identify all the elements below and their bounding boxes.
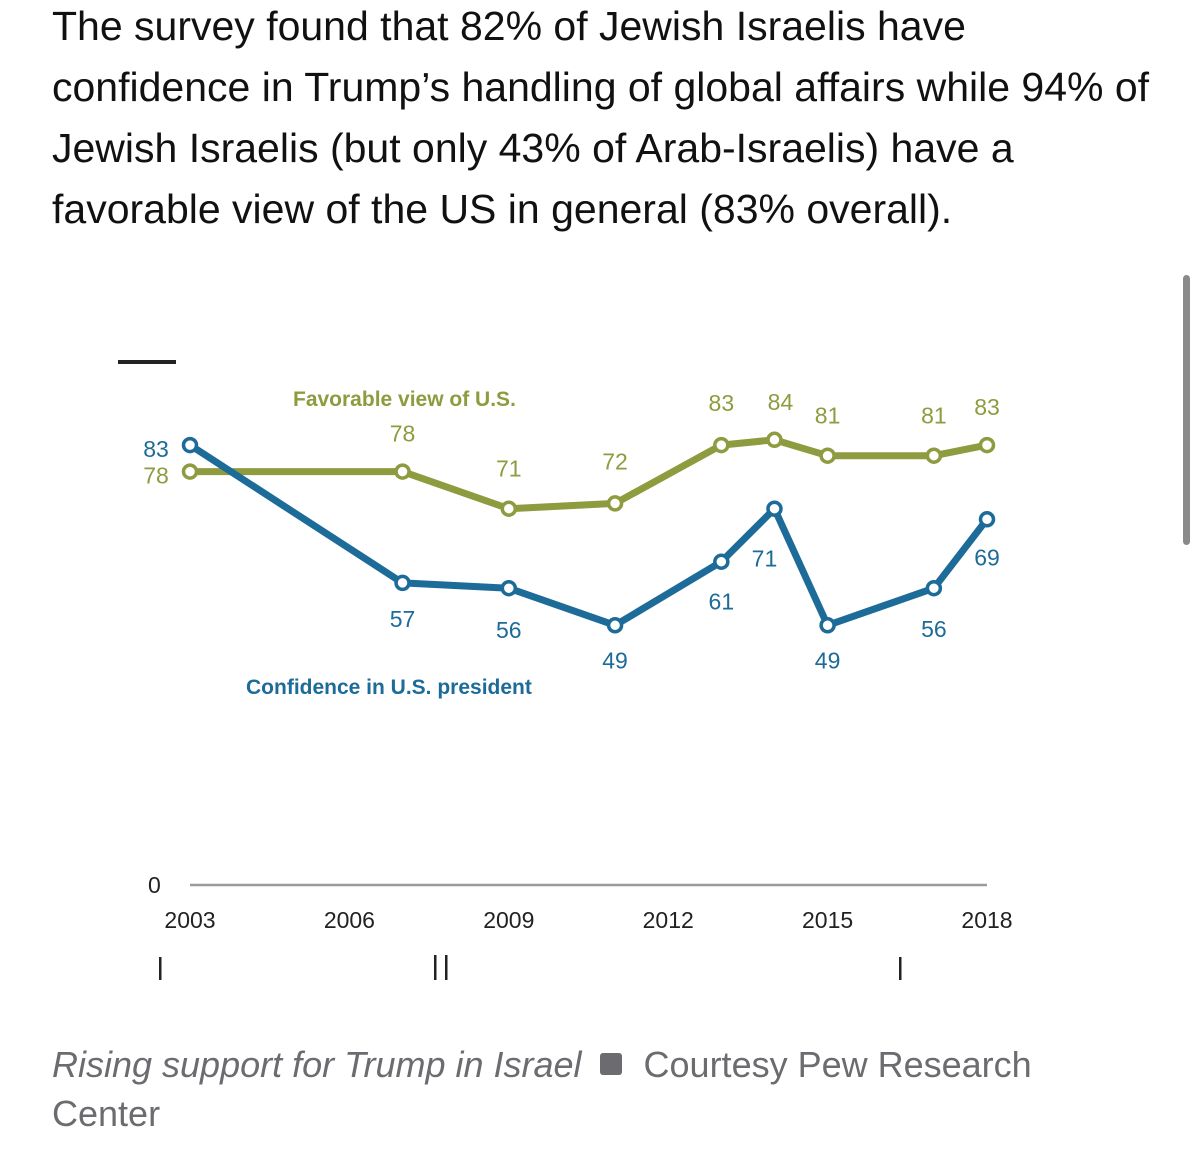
x-tick-label: 2006 xyxy=(324,907,375,933)
scrollbar[interactable] xyxy=(1183,275,1190,545)
data-label: 56 xyxy=(496,617,522,643)
data-point xyxy=(181,463,199,480)
data-label: 78 xyxy=(143,463,169,489)
data-point xyxy=(819,617,836,634)
data-point xyxy=(500,500,518,517)
x-tick-label: 2009 xyxy=(483,907,534,933)
data-point xyxy=(606,495,624,512)
caption-title: Rising support for Trump in Israel xyxy=(52,1044,582,1085)
legend-favorable: Favorable view of U.S. xyxy=(293,388,516,411)
caption-credit: Courtesy Pew Research Center xyxy=(52,1044,1032,1134)
x-tick-label: 2015 xyxy=(802,907,853,933)
data-point xyxy=(713,436,730,454)
data-label: 56 xyxy=(921,616,947,642)
cropped-y-tick-100 xyxy=(118,360,176,364)
data-label: 71 xyxy=(496,456,522,482)
data-label: 84 xyxy=(768,389,794,415)
data-label: 83 xyxy=(709,390,735,416)
data-label: 81 xyxy=(815,403,841,429)
data-label: 49 xyxy=(815,647,841,673)
x-tick-label: 2003 xyxy=(164,907,215,933)
data-point xyxy=(394,574,411,592)
x-tick-label: 2018 xyxy=(961,907,1012,933)
data-label: 71 xyxy=(752,546,778,572)
cropped-tick-fragments xyxy=(159,955,902,980)
data-point xyxy=(978,436,996,454)
data-point xyxy=(766,500,783,517)
x-tick-label: 2012 xyxy=(643,907,694,933)
data-point xyxy=(394,463,411,480)
legend-confidence: Confidence in U.S. president xyxy=(246,676,532,699)
data-point xyxy=(925,447,943,464)
series-line-favorable xyxy=(190,436,988,513)
separator-square-icon xyxy=(599,1053,622,1076)
data-label: 57 xyxy=(390,606,416,632)
article-text: The survey found that 82% of Jewish Isra… xyxy=(52,3,1150,232)
data-label: 69 xyxy=(974,544,1000,570)
data-point xyxy=(766,431,783,449)
figure-caption: Rising support for Trump in Israel Courte… xyxy=(52,1040,1052,1138)
data-point xyxy=(500,579,518,597)
data-label: 61 xyxy=(709,589,735,615)
data-label: 78 xyxy=(390,421,416,447)
data-point xyxy=(978,511,996,528)
data-point xyxy=(606,617,624,634)
data-point xyxy=(819,447,836,464)
data-label: 72 xyxy=(602,448,628,474)
data-point xyxy=(181,436,199,454)
data-point xyxy=(925,579,943,597)
y-tick-label: 0 xyxy=(148,872,161,898)
data-label: 83 xyxy=(143,436,169,462)
data-label: 81 xyxy=(921,403,947,429)
data-point xyxy=(713,553,730,570)
data-label: 83 xyxy=(974,394,1000,420)
data-label: 49 xyxy=(602,647,628,673)
